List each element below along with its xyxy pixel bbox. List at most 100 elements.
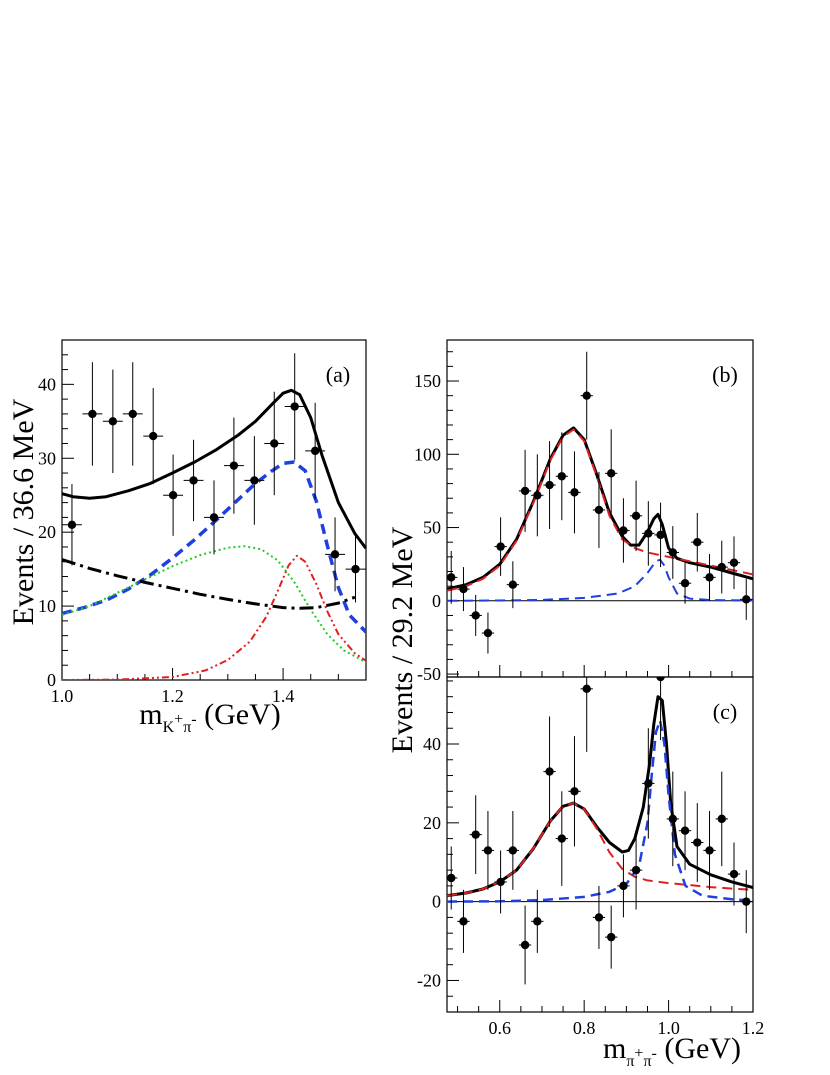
panel-a-data-point bbox=[290, 402, 299, 411]
panel-a-data-point bbox=[88, 409, 97, 419]
panel-c-data-point bbox=[471, 830, 480, 839]
panel-b-label: (b) bbox=[712, 362, 738, 387]
panel-b-data-point bbox=[742, 595, 751, 604]
panel-c-ytick-label: 20 bbox=[423, 813, 441, 833]
panel-c-data-point bbox=[631, 865, 641, 875]
panel-a-curve-total-fit bbox=[62, 388, 366, 550]
panel-c-xlabel-main: m bbox=[603, 1032, 626, 1065]
panel-a-xtick-label: 1.0 bbox=[51, 686, 74, 706]
panel-c-data-point bbox=[447, 873, 456, 883]
panel-a-curve-component-1 bbox=[62, 545, 366, 664]
panel-c-frame bbox=[446, 676, 754, 1013]
panel-b-data-point bbox=[533, 491, 542, 500]
panel-c-data-point bbox=[619, 881, 628, 891]
panel-c-xtick-label: 1.2 bbox=[742, 1018, 765, 1038]
panel-c-points bbox=[447, 677, 753, 985]
panel-c-data-point bbox=[557, 834, 567, 843]
panel-b-data-point bbox=[570, 488, 579, 497]
panel-a-xtick-label: 1.2 bbox=[161, 686, 184, 706]
panel-b-ytick-label: 0 bbox=[432, 591, 441, 611]
panel-a-points bbox=[62, 353, 366, 603]
panel-a-xlabel-sup2: - bbox=[191, 711, 196, 728]
panel-c-data-point bbox=[656, 677, 665, 682]
panel-b: -50 0 50 100 150 (b) bbox=[414, 339, 754, 684]
panel-c-data-point bbox=[496, 877, 505, 887]
panel-a-xlabel-main: m bbox=[139, 698, 162, 731]
panel-a-data-point bbox=[250, 476, 259, 485]
panel-c-ytick-label: -20 bbox=[417, 970, 441, 990]
panel-c-xlabel-unit: (GeV) bbox=[657, 1032, 741, 1065]
panel-c-data-point bbox=[483, 846, 493, 855]
panel-c-data-point bbox=[606, 932, 616, 942]
panel-a: 0 10 20 30 40 1.0 1.2 1.4 (a) bbox=[38, 339, 367, 706]
panel-c-xtick-label: 0.6 bbox=[489, 1018, 512, 1038]
panel-c-data-point bbox=[705, 846, 714, 855]
panel-c-data-point bbox=[533, 917, 542, 926]
panel-b-data-point bbox=[680, 579, 690, 588]
panel-c-curve-dashed-blue bbox=[447, 719, 753, 903]
panel-b-data-point bbox=[631, 511, 641, 521]
panel-b-data-point bbox=[644, 529, 653, 538]
panel-a-data-point bbox=[149, 431, 158, 441]
panel-c-curve-total-fit bbox=[447, 695, 753, 898]
panel-c-xlabel-sup2: - bbox=[652, 1045, 657, 1062]
panel-a-xlabel-unit: (GeV) bbox=[197, 698, 281, 731]
panel-b-points bbox=[447, 351, 753, 654]
panel-b-curve-total-fit bbox=[447, 426, 753, 591]
panel-c-data-point bbox=[570, 787, 579, 796]
panel-a-curves bbox=[62, 388, 366, 680]
panel-c-curves bbox=[447, 695, 753, 903]
panel-a-curve-signal bbox=[62, 460, 366, 634]
panel-b-data-point bbox=[508, 580, 518, 589]
panel-c-xtick-label: 0.8 bbox=[573, 1018, 596, 1038]
panel-a-ytick-label: 40 bbox=[38, 374, 56, 394]
panel-a-frame bbox=[61, 339, 367, 681]
panel-a-data-point bbox=[189, 476, 198, 485]
panel-a-data-point bbox=[270, 439, 279, 448]
panel-a-ytick-label: 30 bbox=[38, 448, 56, 468]
panel-b-data-point bbox=[594, 505, 604, 515]
panel-a-ytick-label: 10 bbox=[38, 596, 56, 616]
panel-a-data-point bbox=[209, 513, 219, 522]
panel-c: -20 0 20 40 0.6 0.8 1.0 1.2 (c) bbox=[417, 676, 765, 1038]
panel-c-ytick-label: 0 bbox=[432, 892, 441, 912]
panel-b-data-point bbox=[619, 526, 628, 535]
panel-b-data-point bbox=[520, 486, 530, 496]
panel-c-data-point bbox=[520, 940, 530, 950]
panel-a-data-point bbox=[168, 491, 178, 500]
panel-a-data-point bbox=[128, 409, 137, 419]
panel-a-xlabel-sub2: π bbox=[183, 719, 191, 736]
panel-b-data-point bbox=[582, 391, 591, 400]
panel-a-data-point bbox=[229, 461, 239, 470]
panel-a-xlabel-sub: K bbox=[163, 719, 175, 736]
panel-a-ytick-label: 20 bbox=[38, 522, 56, 542]
panel-b-data-point bbox=[483, 628, 493, 638]
panel-c-xlabel-sub2: π bbox=[643, 1053, 651, 1070]
panel-b-data-point bbox=[656, 530, 665, 540]
panel-a-ylabel: Events / 36.6 MeV bbox=[7, 398, 40, 625]
panel-c-data-point bbox=[717, 814, 726, 824]
panel-c-data-point bbox=[644, 779, 653, 788]
panel-c-label: (c) bbox=[713, 699, 737, 724]
panel-a-data-point bbox=[330, 550, 340, 559]
panel-b-data-point bbox=[496, 542, 505, 551]
panel-b-curve-dashed-red bbox=[447, 428, 753, 592]
panel-b-ytick-label: 100 bbox=[414, 444, 441, 464]
panel-b-data-point bbox=[705, 573, 714, 582]
panel-a-ytick-label: 0 bbox=[47, 670, 56, 690]
panel-c-xlabel-sup1: + bbox=[634, 1045, 643, 1062]
panel-a-data-point bbox=[310, 446, 320, 456]
panel-a-data-point bbox=[351, 564, 360, 574]
panel-c-data-point bbox=[459, 917, 468, 926]
panel-b-data-point bbox=[729, 558, 739, 567]
panel-bc-ylabel: Events / 29.2 MeV bbox=[386, 526, 419, 753]
panel-b-data-point bbox=[606, 469, 616, 478]
panel-c-data-point bbox=[680, 826, 690, 835]
panel-a-data-point bbox=[108, 417, 118, 426]
panel-c-xlabel: mπ+π- (GeV) bbox=[603, 1032, 741, 1070]
panel-b-data-point bbox=[557, 472, 567, 481]
panel-c-ytick-label: 40 bbox=[423, 734, 441, 754]
panel-b-data-point bbox=[717, 562, 726, 572]
panel-b-data-point bbox=[668, 548, 678, 557]
